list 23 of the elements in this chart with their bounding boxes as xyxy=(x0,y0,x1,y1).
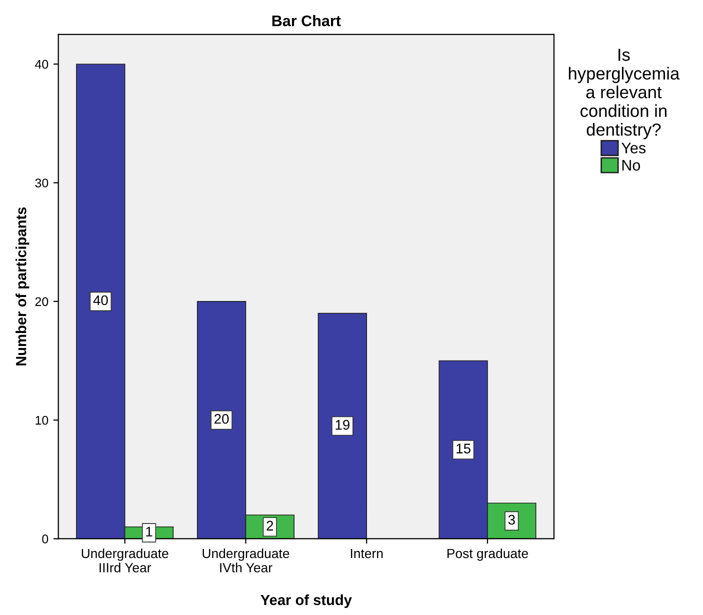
y-tick-label: 0 xyxy=(42,534,48,544)
y-axis-title: Number of participants xyxy=(16,207,30,366)
legend-label: No xyxy=(622,160,640,171)
data-label: 19 xyxy=(336,420,350,430)
chart-title: Bar Chart xyxy=(272,15,341,26)
bar xyxy=(318,312,368,539)
y-tick-label: 40 xyxy=(35,60,48,69)
x-tick-label: Post graduate xyxy=(447,548,528,561)
data-label: 1 xyxy=(146,526,152,536)
data-label: 15 xyxy=(456,444,470,454)
y-tick-label: 10 xyxy=(36,416,48,425)
data-label: 20 xyxy=(214,414,229,424)
y-tick-label: 20 xyxy=(35,297,48,306)
x-axis-title: Year of study xyxy=(260,594,352,608)
x-tick-label: Intern xyxy=(350,548,383,558)
legend-label: Yes xyxy=(621,142,646,154)
data-label: 3 xyxy=(508,514,515,525)
data-label: 2 xyxy=(266,520,274,530)
legend-title: Is hyperglycemia a relevant condition in dentistry? xyxy=(568,48,680,140)
data-label: 40 xyxy=(93,295,108,306)
y-tick-label: 30 xyxy=(35,178,48,188)
x-tick-label: Undergraduate IVth Year xyxy=(202,548,290,572)
x-tick-label: Undergraduate IIIrd Year xyxy=(82,548,168,572)
